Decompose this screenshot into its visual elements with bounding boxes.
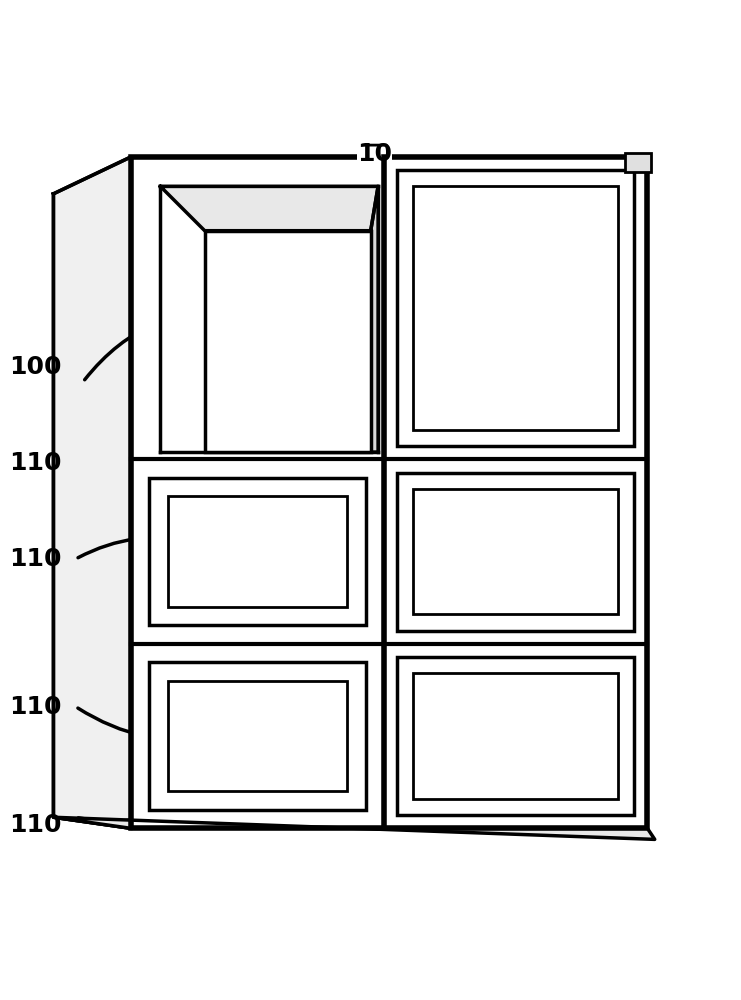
Bar <box>413 186 618 430</box>
FancyArrowPatch shape <box>78 537 195 558</box>
Bar <box>413 673 618 799</box>
Bar <box>131 157 648 828</box>
FancyArrowPatch shape <box>79 816 143 824</box>
Bar <box>413 489 618 614</box>
Bar <box>625 153 651 172</box>
Text: 10: 10 <box>357 142 392 166</box>
FancyArrowPatch shape <box>84 309 246 380</box>
Bar <box>150 662 365 810</box>
Text: 110: 110 <box>9 451 62 475</box>
Text: 110: 110 <box>9 695 62 719</box>
Polygon shape <box>53 157 131 828</box>
Bar <box>167 681 347 791</box>
Polygon shape <box>161 186 378 231</box>
Text: 110: 110 <box>9 813 62 837</box>
Bar <box>167 496 347 607</box>
Bar <box>150 478 365 625</box>
Bar <box>397 657 634 815</box>
Polygon shape <box>53 817 655 839</box>
Bar <box>397 473 634 631</box>
Text: 110: 110 <box>9 547 62 571</box>
Polygon shape <box>370 186 378 452</box>
FancyArrowPatch shape <box>78 708 216 743</box>
Bar <box>397 170 634 446</box>
Bar <box>205 231 370 452</box>
Text: 100: 100 <box>9 355 62 379</box>
